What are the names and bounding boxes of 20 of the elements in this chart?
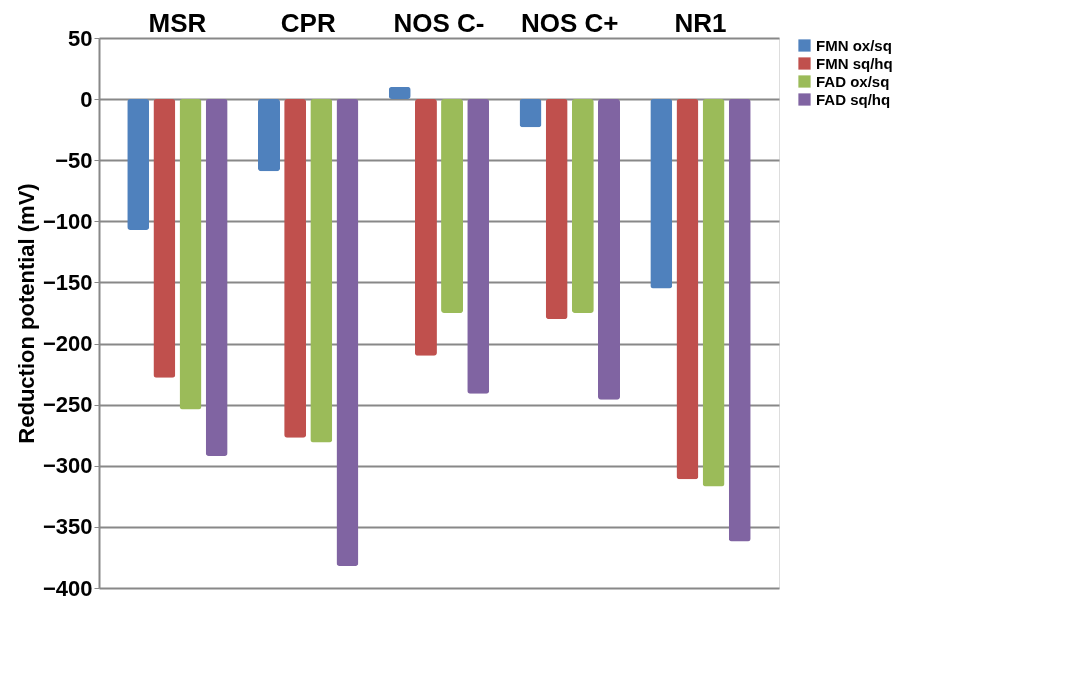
legend-label: FAD ox/sq [816, 72, 890, 90]
legend-label: FMN ox/sq [816, 36, 892, 54]
y-tick-label: −400 [42, 575, 93, 601]
y-tick-label: −250 [42, 392, 93, 418]
y-tick-label: 50 [68, 25, 93, 51]
x-tick-label: MSR [148, 7, 207, 38]
y-tick-label: −200 [42, 331, 93, 357]
x-tick-label: CPR [280, 7, 336, 38]
y-tick-label: −350 [42, 514, 93, 540]
legend-label: FAD sq/hq [816, 90, 891, 108]
y-tick-label: −150 [42, 269, 93, 295]
x-tick-label: NOS C+ [521, 7, 619, 38]
legend-label: FMN sq/hq [816, 54, 893, 72]
y-tick-label: −100 [42, 208, 93, 234]
y-axis-title: Reduction potential (mV) [13, 183, 39, 444]
x-tick-label: NR1 [674, 7, 727, 38]
x-tick-label: NOS C- [393, 7, 485, 38]
y-tick-label: −300 [42, 453, 93, 479]
y-tick-label: 0 [80, 86, 93, 112]
y-tick-label: −50 [55, 147, 93, 173]
